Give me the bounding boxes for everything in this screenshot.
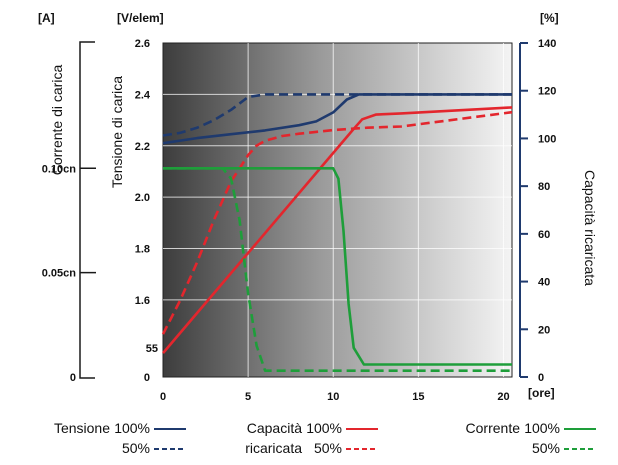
current-axis-title: Corrente di carica: [49, 65, 65, 176]
unit-current: [A]: [38, 11, 55, 25]
current-tick-label: 0: [70, 372, 76, 384]
series-line-percent-50: [161, 110, 513, 335]
series-line-voltage-100: [162, 93, 512, 145]
x-tick-label: 20: [497, 391, 509, 403]
voltage-tick-label: 1.6: [135, 295, 150, 307]
percent-tick-label: 120: [538, 86, 556, 98]
percent-tick-label: 140: [538, 38, 556, 50]
x-tick-label: 5: [245, 391, 251, 403]
current-tick-label: 0.05cn: [42, 268, 77, 280]
unit-x: [ore]: [528, 386, 555, 400]
series-line-percent-100: [162, 106, 513, 354]
voltage-tick-label: 2.4: [135, 89, 151, 101]
x-tick-label: 10: [327, 391, 339, 403]
legend-label: Capacità: [247, 420, 302, 436]
percent-tick-label: 60: [538, 229, 550, 241]
legend-label: ricaricata: [245, 440, 302, 456]
voltage-tick-label: 2.0: [135, 192, 150, 204]
current-tick-label: 0.10cn: [42, 163, 77, 175]
axes-layer: 0 5 10 15 20 2.6 2.4 2.2 2.0 1.8 1.6 0 140 120 100 80 60…: [42, 38, 557, 403]
current-axis-line: [79, 41, 95, 379]
legend-label: Corrente: [466, 420, 521, 436]
percent-tick-label: 100: [538, 133, 556, 145]
capacity-axis-title: Capacità ricaricata: [582, 170, 598, 286]
percent-tick-label: 40: [538, 277, 550, 289]
legend-item-text: 100%: [114, 420, 150, 436]
start-marker-label: 55: [146, 343, 158, 355]
voltage-axis-title: Tensione di carica: [109, 76, 125, 188]
voltage-tick-label: 2.6: [135, 38, 150, 50]
plot-area: [162, 42, 513, 378]
grid: [163, 43, 512, 377]
x-tick-label: 15: [412, 391, 424, 403]
series-line-current-50: [163, 167, 512, 373]
series-line-voltage-50: [162, 93, 512, 137]
percent-tick-label: 80: [538, 181, 550, 193]
voltage-tick-label: 1.8: [135, 244, 150, 256]
legend-item-text: 50%: [314, 440, 342, 456]
legend-item-text: 50%: [532, 440, 560, 456]
x-tick-label: 0: [160, 391, 166, 403]
series-layer: [161, 93, 513, 373]
unit-percent: [%]: [540, 11, 559, 25]
legend-label: Tensione: [54, 420, 110, 436]
legend-item-text: 100%: [306, 420, 342, 436]
legend-item-text: 100%: [524, 420, 560, 436]
percent-tick-label: 20: [538, 324, 550, 336]
percent-tick-label: 0: [538, 372, 544, 384]
voltage-tick-label: 2.2: [135, 141, 150, 153]
legend: Tensione 100%50%Capacitàricaricata100%50%…: [54, 420, 596, 456]
series-line-current-100: [163, 167, 512, 366]
legend-item-text: 50%: [122, 440, 150, 456]
unit-voltage: [V/elem]: [117, 11, 164, 25]
voltage-tick-label: 0: [144, 372, 150, 384]
